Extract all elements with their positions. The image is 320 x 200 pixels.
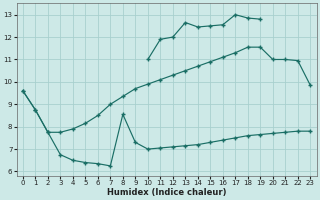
X-axis label: Humidex (Indice chaleur): Humidex (Indice chaleur) <box>107 188 226 197</box>
